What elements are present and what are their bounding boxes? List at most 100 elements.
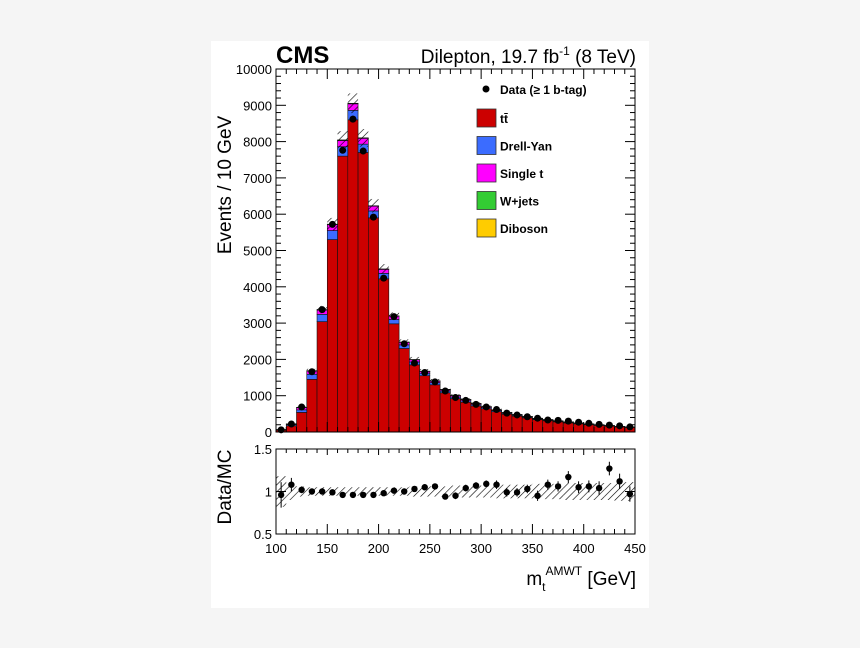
x-axis-superscript: AMWT [545,564,582,578]
ratio-point-21 [493,481,500,488]
mc-uncertainty-7 [347,93,359,114]
ratio-point-28 [565,473,572,481]
y-tick-label-5: 5000 [243,244,272,259]
data-point-20 [482,403,490,411]
ratio-point-8 [359,491,367,499]
data-points [277,115,634,434]
bar-tt-7 [347,119,359,433]
y-tick-label-7: 7000 [243,171,272,186]
bar-drellyan-4 [316,314,328,322]
x-tick-label-5: 350 [522,541,544,556]
data-point-8 [359,147,367,155]
ratio-uncertainty-20 [481,485,492,498]
legend-swatch-4 [476,218,497,238]
y-axis-label: Events / 10 GeV [215,115,236,254]
data-point-32 [605,421,613,429]
x-tick-label-2: 200 [368,541,390,556]
ratio-point-6 [339,491,346,499]
ratio-point-26 [544,481,552,488]
legend-swatch-1 [476,136,497,155]
ratio-point-25 [534,492,541,499]
data-point-7 [349,115,357,123]
ratio-point-31 [595,484,603,492]
bar-tt-12 [398,348,410,433]
data-point-5 [328,220,336,228]
mc-uncertainty-8 [358,128,369,147]
data-point-16 [441,387,449,395]
bar-tt-16 [439,392,451,433]
bar-tt-19 [470,405,482,433]
legend-data-marker [482,85,490,93]
legend-swatch-0 [476,108,497,128]
data-point-33 [616,422,624,430]
experiment-label: CMS [276,42,329,69]
stacked-histogram [275,102,636,433]
y-tick-label-0: 0 [265,425,272,440]
mc-uncertainty-10 [378,264,389,274]
mc-uncertainty-9 [368,198,379,213]
bar-tt-4 [316,321,328,433]
y-tick-label-9: 9000 [243,98,272,113]
bar-drellyan-5 [326,230,338,240]
ratio-y-tick-label-1: 1 [265,485,272,500]
data-point-12 [400,340,408,348]
ratio-point-4 [318,488,326,495]
ratio-point-5 [329,489,336,496]
x-axis-unit: [GeV] [582,569,636,590]
x-axis-subscript: t [542,580,546,594]
mc-uncertainty-6 [337,131,348,149]
ratio-point-19 [472,482,480,489]
ratio-point-7 [349,491,357,499]
bar-tt-14 [419,375,431,433]
ratio-point-14 [421,484,428,491]
x-tick-label-7: 450 [624,541,646,556]
data-point-21 [493,405,501,413]
ratio-point-32 [606,465,613,472]
y-tick-label-3: 3000 [243,316,272,331]
bar-tt-6 [337,155,349,433]
lumi-label: Dilepton, 19.7 fb-1 (8 TeV) [421,44,636,68]
data-point-28 [564,417,572,425]
y-tick-label-6: 6000 [243,207,272,222]
data-point-22 [503,409,511,417]
legend-data-label: Data (≥ 1 b-tag) [500,83,587,97]
ratio-point-23 [513,489,521,496]
legend-label-4: Diboson [500,222,548,236]
ratio-point-29 [575,484,582,491]
x-tick-label-1: 150 [316,541,338,556]
ratio-uncertainty-9 [368,487,379,496]
bar-tt-8 [357,152,369,433]
data-point-17 [452,394,459,402]
ratio-point-1 [288,481,295,488]
y-tick-label-2: 2000 [243,352,272,367]
data-point-31 [595,420,603,428]
data-point-10 [380,274,388,282]
bar-tt-3 [306,379,318,433]
bar-tt-18 [460,401,472,433]
ratio-uncertainty-17 [450,485,461,498]
bar-tt-20 [480,408,492,433]
ratio-point-16 [442,493,449,500]
data-point-19 [472,400,480,408]
bar-tt-15 [429,384,441,433]
ratio-uncertainty-8 [358,487,369,496]
lumi-title: Dilepton, 19.7 fb [421,47,559,68]
ratio-point-2 [298,486,305,493]
ratio-uncertainty-33 [614,482,625,501]
ratio-point-34 [626,490,634,498]
ratio-point-15 [431,483,439,490]
legend-label-1: Drell-Yan [500,140,552,154]
x-axis-symbol: m [526,569,542,590]
legend-swatch-3 [476,191,497,210]
ratio-uncertainty-6 [337,487,348,496]
legend-label-3: W+jets [500,195,539,209]
data-point-27 [554,416,562,424]
y-tick-label-4: 4000 [243,280,272,295]
bar-drellyan-11 [388,319,400,325]
ratio-point-12 [401,488,408,495]
ratio-y-tick-label-2: 1.5 [254,442,272,457]
data-point-26 [544,416,552,424]
data-point-13 [410,359,418,367]
data-point-24 [523,413,531,421]
x-tick-label-6: 400 [573,541,595,556]
